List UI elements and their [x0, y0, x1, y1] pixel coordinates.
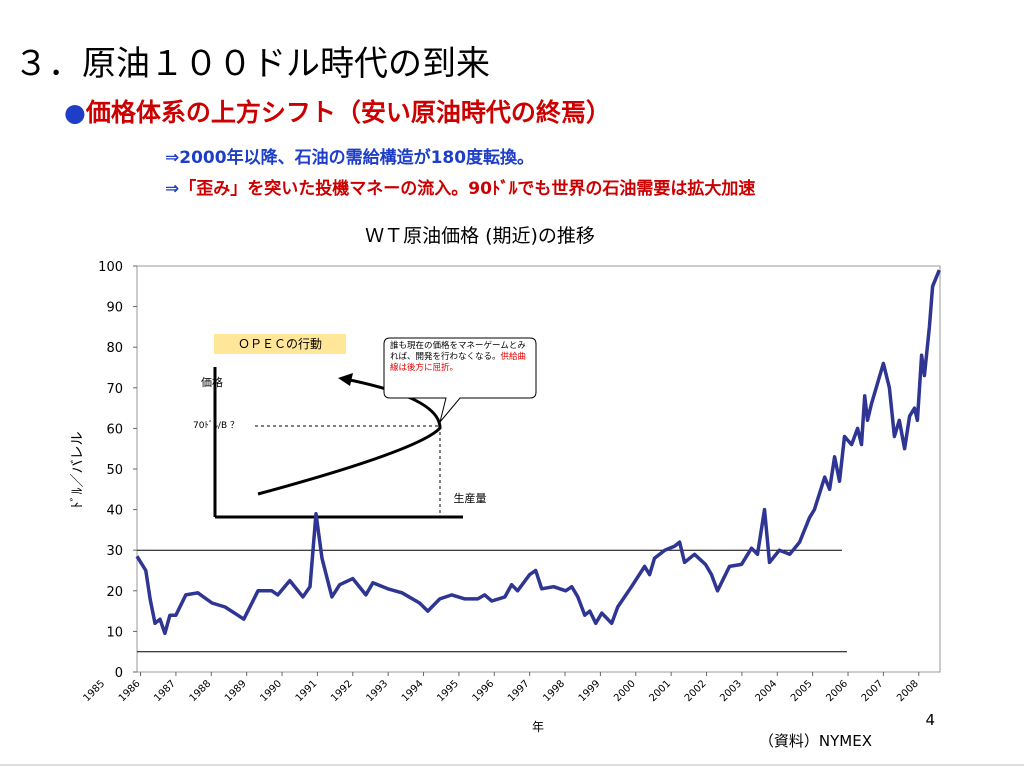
- y-tick-label: 100: [98, 260, 123, 275]
- point-line: ⇒「歪み」を突いた投機マネーの流入。90ﾄﾞﾙでも世界の石油需要は拡大加速: [165, 174, 755, 199]
- y-tick-label: 40: [106, 504, 123, 519]
- page-number: 4: [925, 711, 935, 729]
- subtitle-line: ●価格体系の上方シフト（安い原油時代の終焉）: [64, 93, 611, 129]
- quantity-label: 生産量: [454, 491, 487, 505]
- x-tick-label: 1990: [258, 678, 284, 704]
- price-line: [135, 269, 941, 636]
- callout-text: 誰も現在の価格をマネーゲームとみれば、開発を行わなくなる。供給曲線は後方に屈折。: [390, 341, 532, 374]
- y-tick-label: 0: [115, 666, 123, 681]
- plot-frame: [136, 265, 941, 673]
- subtitle: 価格体系の上方シフト（安い原油時代の終焉）: [85, 98, 611, 127]
- y-tick-label: 50: [106, 463, 123, 478]
- point: 2000年以降、石油の需給構造が180度転換。: [179, 148, 535, 168]
- y-tick-label: 70: [106, 382, 123, 397]
- y-tick-label: 60: [106, 422, 123, 437]
- callout-emphasis: 供給曲線は後方に屈折。: [390, 352, 527, 373]
- box-label: ＯＰＥＣの行動: [238, 337, 322, 351]
- x-tick-label: 2000: [612, 678, 638, 704]
- point-line: ⇒2000年以降、石油の需給構造が180度転換。: [165, 143, 534, 168]
- y-tick-label: 90: [106, 301, 123, 316]
- x-tick-label: 1996: [471, 678, 497, 704]
- arrow-head: [338, 373, 353, 386]
- x-tick-label: 2004: [754, 678, 780, 704]
- arrow: ⇒: [165, 148, 180, 168]
- x-tick-label: 1987: [152, 678, 178, 704]
- callout: 誰も現在の価格をマネーゲームとみれば、開発を行わなくなる。: [390, 341, 526, 362]
- source: （資料）NYMEX: [759, 732, 872, 750]
- x-tick-label: 1985: [82, 678, 108, 704]
- x-tick-label: 1995: [435, 678, 461, 704]
- chart-title: ＷＴ原油価格 (期近)の推移: [365, 225, 595, 247]
- x-tick-label: 1991: [294, 678, 320, 704]
- y-tick-label: 80: [106, 341, 123, 356]
- inset-diagram: ＯＰＥＣの行動 価格 70ﾄﾞﾙ/B ？ 生産量: [193, 334, 537, 519]
- label-box: [214, 334, 346, 354]
- x-tick-label: 2005: [789, 678, 815, 704]
- y-axis-label: ﾄﾞﾙ／バレル: [70, 432, 86, 509]
- x-tick-label: 2008: [895, 678, 921, 704]
- x-tick-label: 1993: [365, 678, 391, 704]
- x-tick-label: 1999: [577, 678, 603, 704]
- arrow: ⇒: [165, 179, 180, 199]
- y-tick-label: 20: [106, 585, 123, 600]
- x-tick-label: 2003: [718, 678, 744, 704]
- x-tick-label: 1998: [541, 678, 567, 704]
- x-tick-label: 1992: [329, 678, 355, 704]
- x-tick-label: 1994: [400, 678, 426, 704]
- x-tick-label: 2001: [647, 678, 673, 704]
- x-tick-label: 2007: [860, 678, 886, 704]
- x-tick-label: 1986: [117, 678, 143, 704]
- y-tick-label: 30: [106, 544, 123, 559]
- point: 「歪み」を突いた投機マネーの流入。90ﾄﾞﾙでも世界の石油需要は拡大加速: [179, 179, 756, 199]
- x-tick-label: 1989: [223, 678, 249, 704]
- bullet: ●: [64, 98, 86, 127]
- slide-title: ３．原油１００ドル時代の到来: [14, 44, 490, 84]
- callout-box: [383, 337, 537, 423]
- x-tick-label: 1997: [506, 678, 532, 704]
- x-axis-label: 年: [532, 720, 544, 734]
- price-label: 価格: [201, 375, 223, 389]
- y-tick-label: 10: [106, 625, 123, 640]
- x-tick-label: 2006: [824, 678, 850, 704]
- x-tick-label: 1988: [188, 678, 214, 704]
- x-tick-label: 2002: [683, 678, 709, 704]
